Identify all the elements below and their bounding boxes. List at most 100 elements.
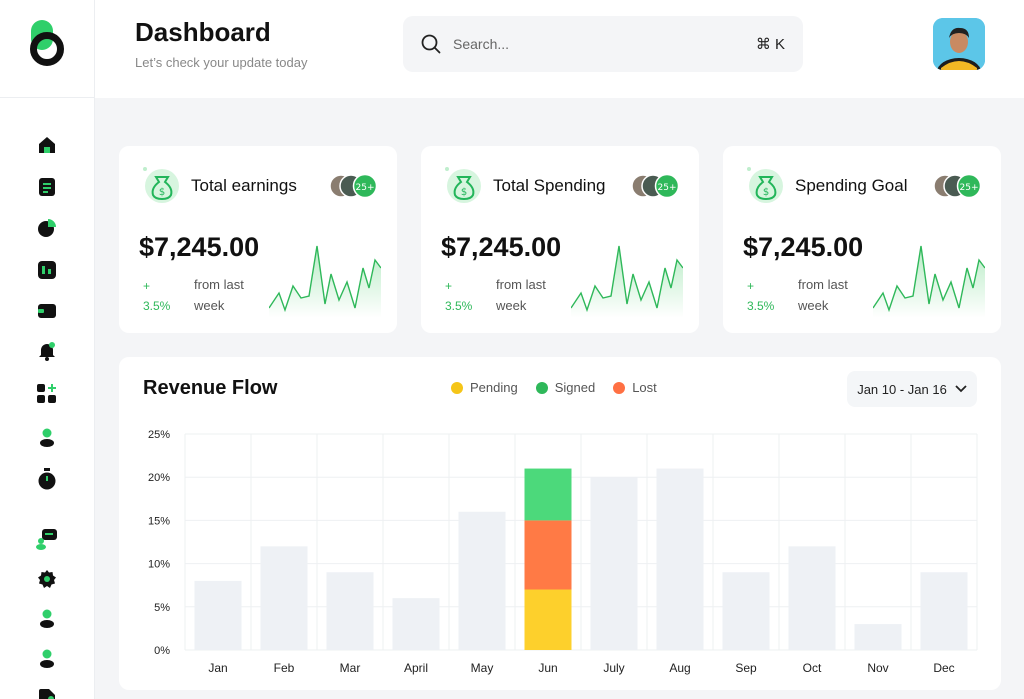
card-value: $7,245.00 — [441, 232, 562, 262]
card-period: from last week — [496, 277, 546, 313]
bell-icon — [39, 342, 55, 361]
legend-dot — [535, 381, 548, 394]
summary-card-spending: $ Total Spending 25+ $7,245.00 + 3.5% fr… — [421, 146, 699, 333]
sidebar-item-documents[interactable] — [36, 176, 58, 198]
sparkline — [873, 245, 985, 318]
sidebar-item-profile[interactable] — [36, 426, 58, 448]
sidebar-item-home[interactable] — [36, 134, 58, 156]
card-change: + 3.5% — [445, 276, 475, 316]
sidebar-item-apps[interactable] — [36, 383, 58, 405]
card-change: + 3.5% — [747, 276, 777, 316]
revenue-title: Revenue Flow — [143, 377, 278, 399]
legend-label: Signed — [554, 380, 596, 395]
sidebar-item-files[interactable] — [36, 685, 58, 699]
y-tick-label: 20% — [148, 472, 170, 484]
user-icon — [40, 428, 54, 447]
sidebar-item-users[interactable] — [36, 607, 58, 629]
settings-icon — [38, 570, 56, 588]
x-tick-label: May — [471, 661, 494, 675]
sidebar-item-settings[interactable] — [36, 568, 58, 590]
date-range-value: Jan 10 - Jan 16 — [857, 381, 947, 397]
timer-icon — [38, 468, 56, 490]
search-icon — [421, 34, 441, 54]
card-period: from last week — [194, 277, 244, 313]
logo — [30, 20, 64, 66]
pie-chart-icon — [38, 219, 56, 237]
search-shortcut: ⌘ K — [755, 36, 785, 53]
sidebar-item-account[interactable] — [36, 647, 58, 669]
money-bag-icon: $ — [445, 167, 481, 203]
avatar-count-badge: 25+ — [356, 183, 375, 193]
sidebar-item-wallet[interactable] — [36, 300, 58, 322]
x-tick-label: Sep — [735, 661, 757, 675]
card-change-sign: + — [445, 279, 453, 293]
bar — [194, 580, 242, 650]
sidebar-item-notifications[interactable] — [36, 340, 58, 362]
legend-dot — [613, 381, 626, 394]
bar — [326, 572, 374, 650]
x-tick-label: Mar — [340, 661, 361, 675]
x-tick-label: Feb — [274, 661, 295, 675]
chat-user-icon — [36, 529, 57, 550]
avatar-count-badge: 25+ — [960, 183, 979, 193]
bar — [854, 624, 902, 650]
page-title: Dashboard — [135, 17, 271, 47]
legend-item-pending[interactable]: Pending — [451, 380, 518, 395]
user-photo-icon — [933, 18, 985, 70]
legend-item-lost[interactable]: Lost — [613, 380, 657, 395]
sidebar-item-reports[interactable] — [36, 259, 58, 281]
file-icon — [39, 689, 55, 699]
page-subtitle: Let’s check your update today — [135, 55, 308, 70]
card-value: $7,245.00 — [743, 232, 864, 262]
bar — [260, 546, 308, 650]
sidebar-item-messages[interactable] — [36, 528, 58, 550]
card-period: from last week — [798, 277, 848, 313]
bar — [788, 546, 836, 650]
date-range-select[interactable]: Jan 10 - Jan 16 — [847, 371, 977, 407]
revenue-chart: 0% 5% 10% 15% 20% 25% Jan Feb Mar April May Jun July… — [148, 429, 978, 675]
summary-card-earnings: $ Total earnings 25+ $7,245.00 + 3.5% fr… — [119, 146, 397, 333]
apps-add-icon — [37, 384, 56, 403]
bar — [458, 511, 506, 650]
avatar-group[interactable]: 25+ — [933, 174, 983, 198]
card-change-value: 3.5% — [747, 299, 775, 313]
search-bar[interactable]: ⌘ K — [403, 16, 803, 72]
home-icon — [39, 137, 55, 153]
bar — [722, 572, 770, 650]
chevron-down-icon — [955, 385, 967, 393]
user-icon — [40, 609, 54, 628]
money-bag-icon: $ — [143, 167, 179, 203]
bar — [920, 572, 968, 650]
bar-segment-signed — [524, 468, 572, 521]
y-tick-label: 15% — [148, 515, 170, 527]
svg-text:$: $ — [461, 187, 467, 198]
avatar-group[interactable]: 25+ — [329, 174, 379, 198]
sidebar-item-timer[interactable] — [36, 468, 58, 490]
card-change-sign: + — [143, 279, 151, 293]
x-tick-label: Oct — [803, 661, 822, 675]
card-change-value: 3.5% — [445, 299, 473, 313]
svg-text:$: $ — [159, 187, 165, 198]
sparkline — [269, 245, 381, 318]
card-change-value: 3.5% — [143, 299, 171, 313]
bar — [656, 468, 704, 650]
header: Dashboard Let’s check your update today … — [95, 0, 1024, 98]
legend-dot — [451, 381, 463, 394]
legend-item-signed[interactable]: Signed — [535, 380, 596, 395]
avatar-count-badge: 25+ — [658, 183, 677, 193]
card-change-sign: + — [747, 279, 755, 293]
avatar[interactable] — [933, 18, 985, 70]
search-input[interactable] — [453, 36, 756, 52]
sidebar-item-analytics[interactable] — [36, 217, 58, 239]
sidebar — [0, 0, 95, 699]
y-tick-label: 0% — [154, 645, 170, 657]
legend-label: Pending — [470, 380, 518, 395]
avatar-group[interactable]: 25+ — [631, 174, 681, 198]
bar-chart-icon — [38, 261, 56, 279]
chart-legend: Pending Signed Lost — [451, 380, 675, 395]
sidebar-divider — [0, 97, 95, 98]
x-tick-label: Nov — [867, 661, 888, 675]
bar — [590, 477, 638, 650]
y-tick-label: 5% — [154, 602, 170, 614]
bar-segment-pending — [524, 589, 572, 650]
